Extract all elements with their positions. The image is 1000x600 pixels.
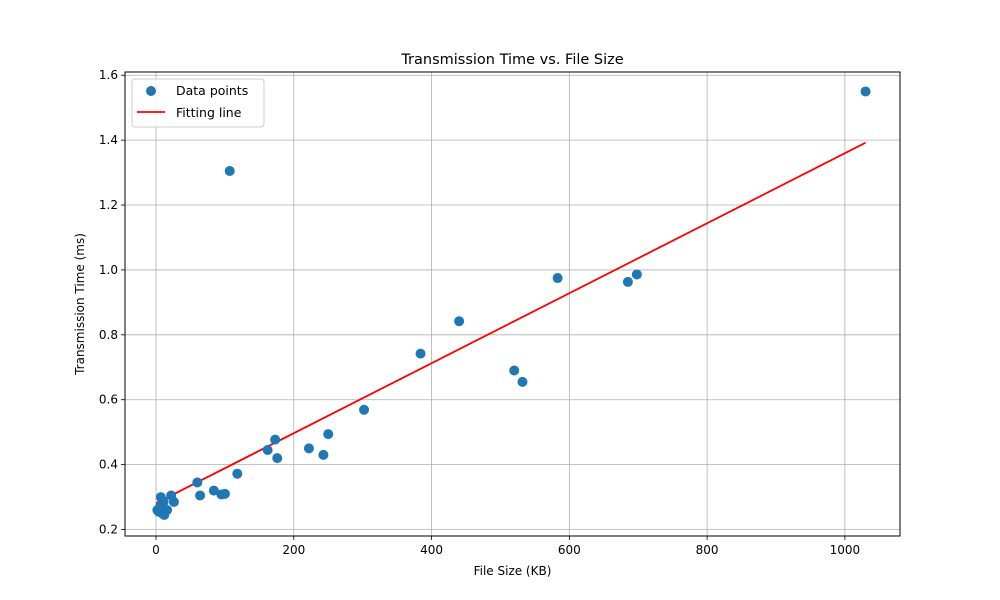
data-point [359,404,370,415]
y-tick-label: 1.0 [99,263,118,277]
grid-lines [125,72,900,536]
x-tick-label: 800 [696,543,719,557]
data-point [552,273,563,284]
x-axis-label: File Size (KB) [474,564,552,578]
data-point [454,316,465,327]
data-point [162,505,173,516]
data-point [208,485,219,496]
data-point [272,453,283,464]
data-point [195,490,206,501]
y-axis-label: Transmission Time (ms) [73,233,87,376]
data-point [219,488,230,499]
data-point [303,443,314,454]
data-point [622,276,633,287]
plot-frame [124,71,901,537]
data-point [262,445,273,456]
data-point [517,376,528,387]
legend-label-data-points: Data points [176,83,248,98]
data-point [318,449,329,460]
data-point [168,496,179,507]
data-point [158,496,169,507]
data-point [270,434,281,445]
x-tick-label: 0 [152,543,160,557]
y-tick-label: 1.2 [99,198,118,212]
x-axis-ticks: 0 200 400 600 800 1000 [152,536,860,557]
x-tick-label: 1000 [830,543,861,557]
y-tick-label: 0.6 [99,393,118,407]
data-point [323,429,334,440]
data-point [509,365,520,376]
data-points-layer [152,86,871,520]
x-tick-label: 600 [558,543,581,557]
chart-title: Transmission Time vs. File Size [400,52,623,68]
x-tick-label: 400 [420,543,443,557]
data-point [631,269,642,280]
y-tick-label: 0.8 [99,328,118,342]
data-point [860,86,871,97]
data-point [192,477,203,488]
data-point [224,165,235,176]
legend-label-fitting-line: Fitting line [176,105,242,120]
legend: Data points Fitting line [131,78,265,128]
data-point [415,348,426,359]
y-tick-label: 1.4 [99,133,118,147]
legend-box [131,78,265,128]
x-tick-label: 200 [282,543,305,557]
y-axis-ticks: 0.2 0.4 0.6 0.8 1.0 1.2 1.4 1.6 [99,68,125,537]
y-tick-label: 0.2 [99,523,118,537]
y-tick-label: 0.4 [99,458,118,472]
y-tick-label: 1.6 [99,68,118,82]
data-point [232,468,243,479]
legend-marker-data-points [146,86,156,96]
